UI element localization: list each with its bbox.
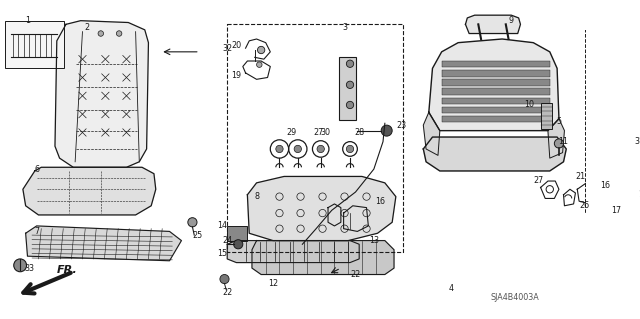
- Bar: [442, 107, 550, 113]
- Text: 25: 25: [192, 231, 202, 240]
- Bar: [442, 70, 550, 77]
- Circle shape: [613, 189, 618, 195]
- Text: 11: 11: [559, 137, 568, 146]
- Text: 19: 19: [231, 71, 241, 80]
- Bar: [607, 116, 640, 123]
- Text: 16: 16: [600, 181, 610, 190]
- Circle shape: [276, 145, 283, 152]
- Circle shape: [554, 139, 563, 148]
- Circle shape: [602, 189, 607, 195]
- Circle shape: [346, 60, 354, 67]
- Text: 28: 28: [354, 128, 364, 137]
- Text: 22: 22: [222, 288, 232, 297]
- Circle shape: [346, 145, 354, 152]
- Circle shape: [98, 31, 104, 36]
- Text: 3: 3: [342, 23, 347, 32]
- Text: 9: 9: [509, 16, 514, 25]
- Bar: [541, 103, 552, 129]
- Text: 30: 30: [320, 128, 330, 137]
- Text: 32: 32: [222, 44, 232, 53]
- Bar: [594, 210, 614, 225]
- Circle shape: [618, 140, 631, 152]
- Text: 18: 18: [638, 190, 640, 199]
- Polygon shape: [423, 112, 440, 155]
- Circle shape: [620, 203, 626, 209]
- Text: SJA4B4003A: SJA4B4003A: [490, 293, 539, 302]
- Bar: [442, 98, 550, 104]
- Text: 6: 6: [34, 165, 39, 174]
- Text: 4: 4: [448, 284, 453, 293]
- Text: 8: 8: [254, 192, 259, 201]
- Polygon shape: [55, 21, 148, 167]
- Bar: [607, 61, 640, 68]
- Circle shape: [234, 240, 243, 249]
- Bar: [4, 21, 64, 68]
- Bar: [442, 61, 550, 67]
- Polygon shape: [591, 36, 640, 201]
- Text: 21: 21: [576, 172, 586, 181]
- Text: 20: 20: [231, 41, 241, 50]
- Polygon shape: [227, 241, 359, 263]
- Text: 14: 14: [217, 221, 227, 230]
- Circle shape: [381, 125, 392, 136]
- Bar: [607, 105, 640, 112]
- Circle shape: [634, 215, 640, 224]
- Bar: [607, 72, 640, 79]
- Text: 23: 23: [396, 121, 406, 130]
- Text: 5: 5: [556, 117, 561, 126]
- Polygon shape: [423, 137, 566, 171]
- Circle shape: [257, 46, 265, 54]
- Bar: [603, 52, 640, 132]
- Text: 26: 26: [580, 201, 589, 210]
- Polygon shape: [548, 119, 564, 158]
- Bar: [603, 142, 640, 189]
- Circle shape: [621, 158, 628, 166]
- Polygon shape: [23, 167, 156, 215]
- Polygon shape: [465, 15, 520, 33]
- Circle shape: [13, 259, 27, 272]
- Text: 15: 15: [217, 249, 227, 258]
- Text: 7: 7: [34, 227, 39, 236]
- Polygon shape: [344, 206, 369, 231]
- Text: 29: 29: [286, 128, 296, 137]
- Circle shape: [188, 218, 197, 227]
- Bar: [607, 94, 640, 101]
- Text: 22: 22: [350, 270, 361, 279]
- Text: 27: 27: [314, 128, 324, 137]
- Circle shape: [294, 145, 301, 152]
- Text: 13: 13: [369, 236, 379, 245]
- Bar: [442, 88, 550, 95]
- Bar: [442, 79, 550, 86]
- Circle shape: [317, 145, 324, 152]
- Text: 17: 17: [611, 206, 621, 215]
- Text: 31: 31: [635, 137, 640, 146]
- Bar: [339, 57, 356, 120]
- Polygon shape: [252, 241, 394, 274]
- Circle shape: [220, 274, 229, 284]
- Bar: [600, 174, 628, 181]
- Circle shape: [346, 81, 354, 88]
- Text: 24: 24: [222, 236, 232, 245]
- Text: 27: 27: [534, 176, 544, 185]
- Polygon shape: [248, 176, 396, 241]
- Polygon shape: [429, 39, 559, 131]
- Circle shape: [257, 62, 262, 67]
- Text: 10: 10: [525, 100, 534, 109]
- Text: 33: 33: [24, 263, 35, 272]
- Bar: [227, 24, 403, 252]
- Text: 2: 2: [84, 23, 90, 32]
- Text: 1: 1: [25, 16, 30, 25]
- Circle shape: [624, 189, 630, 195]
- Text: FR.: FR.: [57, 265, 77, 275]
- Text: 16: 16: [375, 197, 385, 206]
- Polygon shape: [26, 226, 181, 261]
- Bar: [442, 116, 550, 122]
- Bar: [227, 226, 248, 241]
- Bar: [607, 83, 640, 90]
- Bar: [584, 30, 640, 213]
- Circle shape: [346, 101, 354, 109]
- Circle shape: [116, 31, 122, 36]
- Text: 12: 12: [268, 279, 278, 288]
